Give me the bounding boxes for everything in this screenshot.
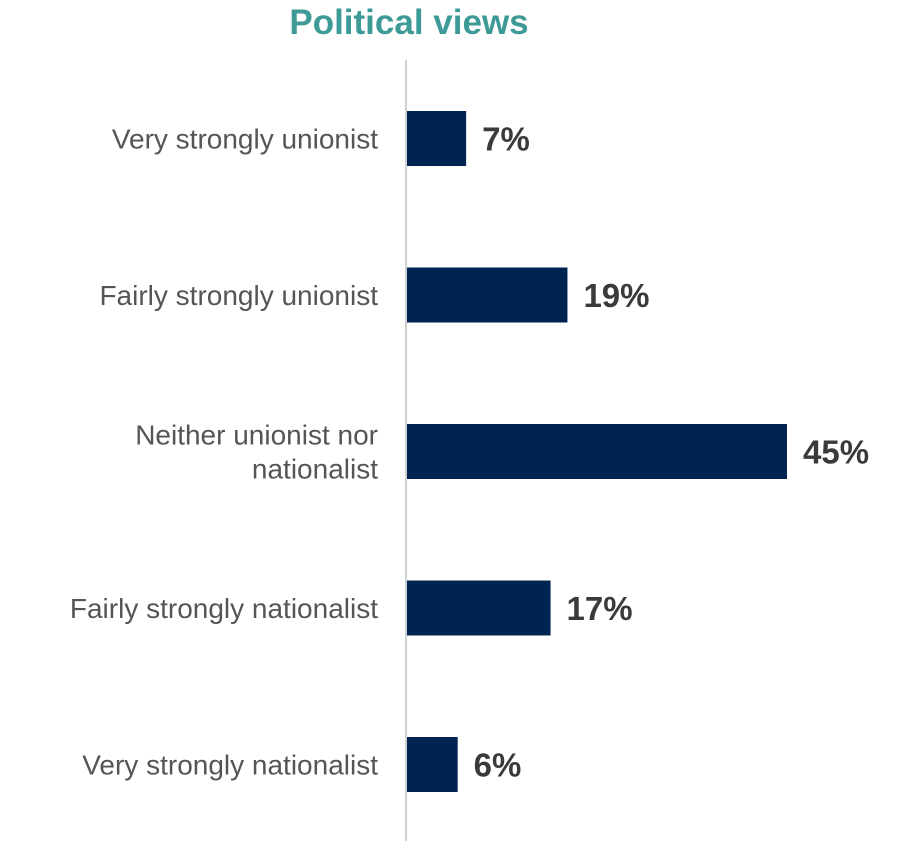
category-label-2: Neither unionist nor nationalist xyxy=(135,420,378,485)
category-label-3-line-0: Fairly strongly nationalist xyxy=(70,593,378,624)
category-label-0-line-0: Very strongly unionist xyxy=(112,124,378,155)
chart-title: Political views xyxy=(289,3,529,42)
value-label-1: 19% xyxy=(583,277,649,314)
category-label-2-line-0: Neither unionist nor xyxy=(135,420,378,451)
category-label-3: Fairly strongly nationalist xyxy=(70,593,378,624)
value-label-4: 6% xyxy=(474,747,522,784)
bar-0 xyxy=(407,111,467,166)
category-label-1: Fairly strongly unionist xyxy=(99,280,378,311)
category-label-0: Very strongly unionist xyxy=(112,124,378,155)
category-label-4-line-0: Very strongly nationalist xyxy=(82,750,378,781)
bar-3 xyxy=(407,580,551,636)
bar-4 xyxy=(407,737,458,792)
value-label-3: 17% xyxy=(567,590,633,627)
bar-2 xyxy=(407,424,787,479)
value-label-0: 7% xyxy=(482,121,530,158)
category-label-1-line-0: Fairly strongly unionist xyxy=(99,280,378,311)
bar-1 xyxy=(407,267,568,323)
value-label-2: 45% xyxy=(803,434,869,471)
category-label-4: Very strongly nationalist xyxy=(82,750,378,781)
category-label-2-line-1: nationalist xyxy=(252,454,378,485)
